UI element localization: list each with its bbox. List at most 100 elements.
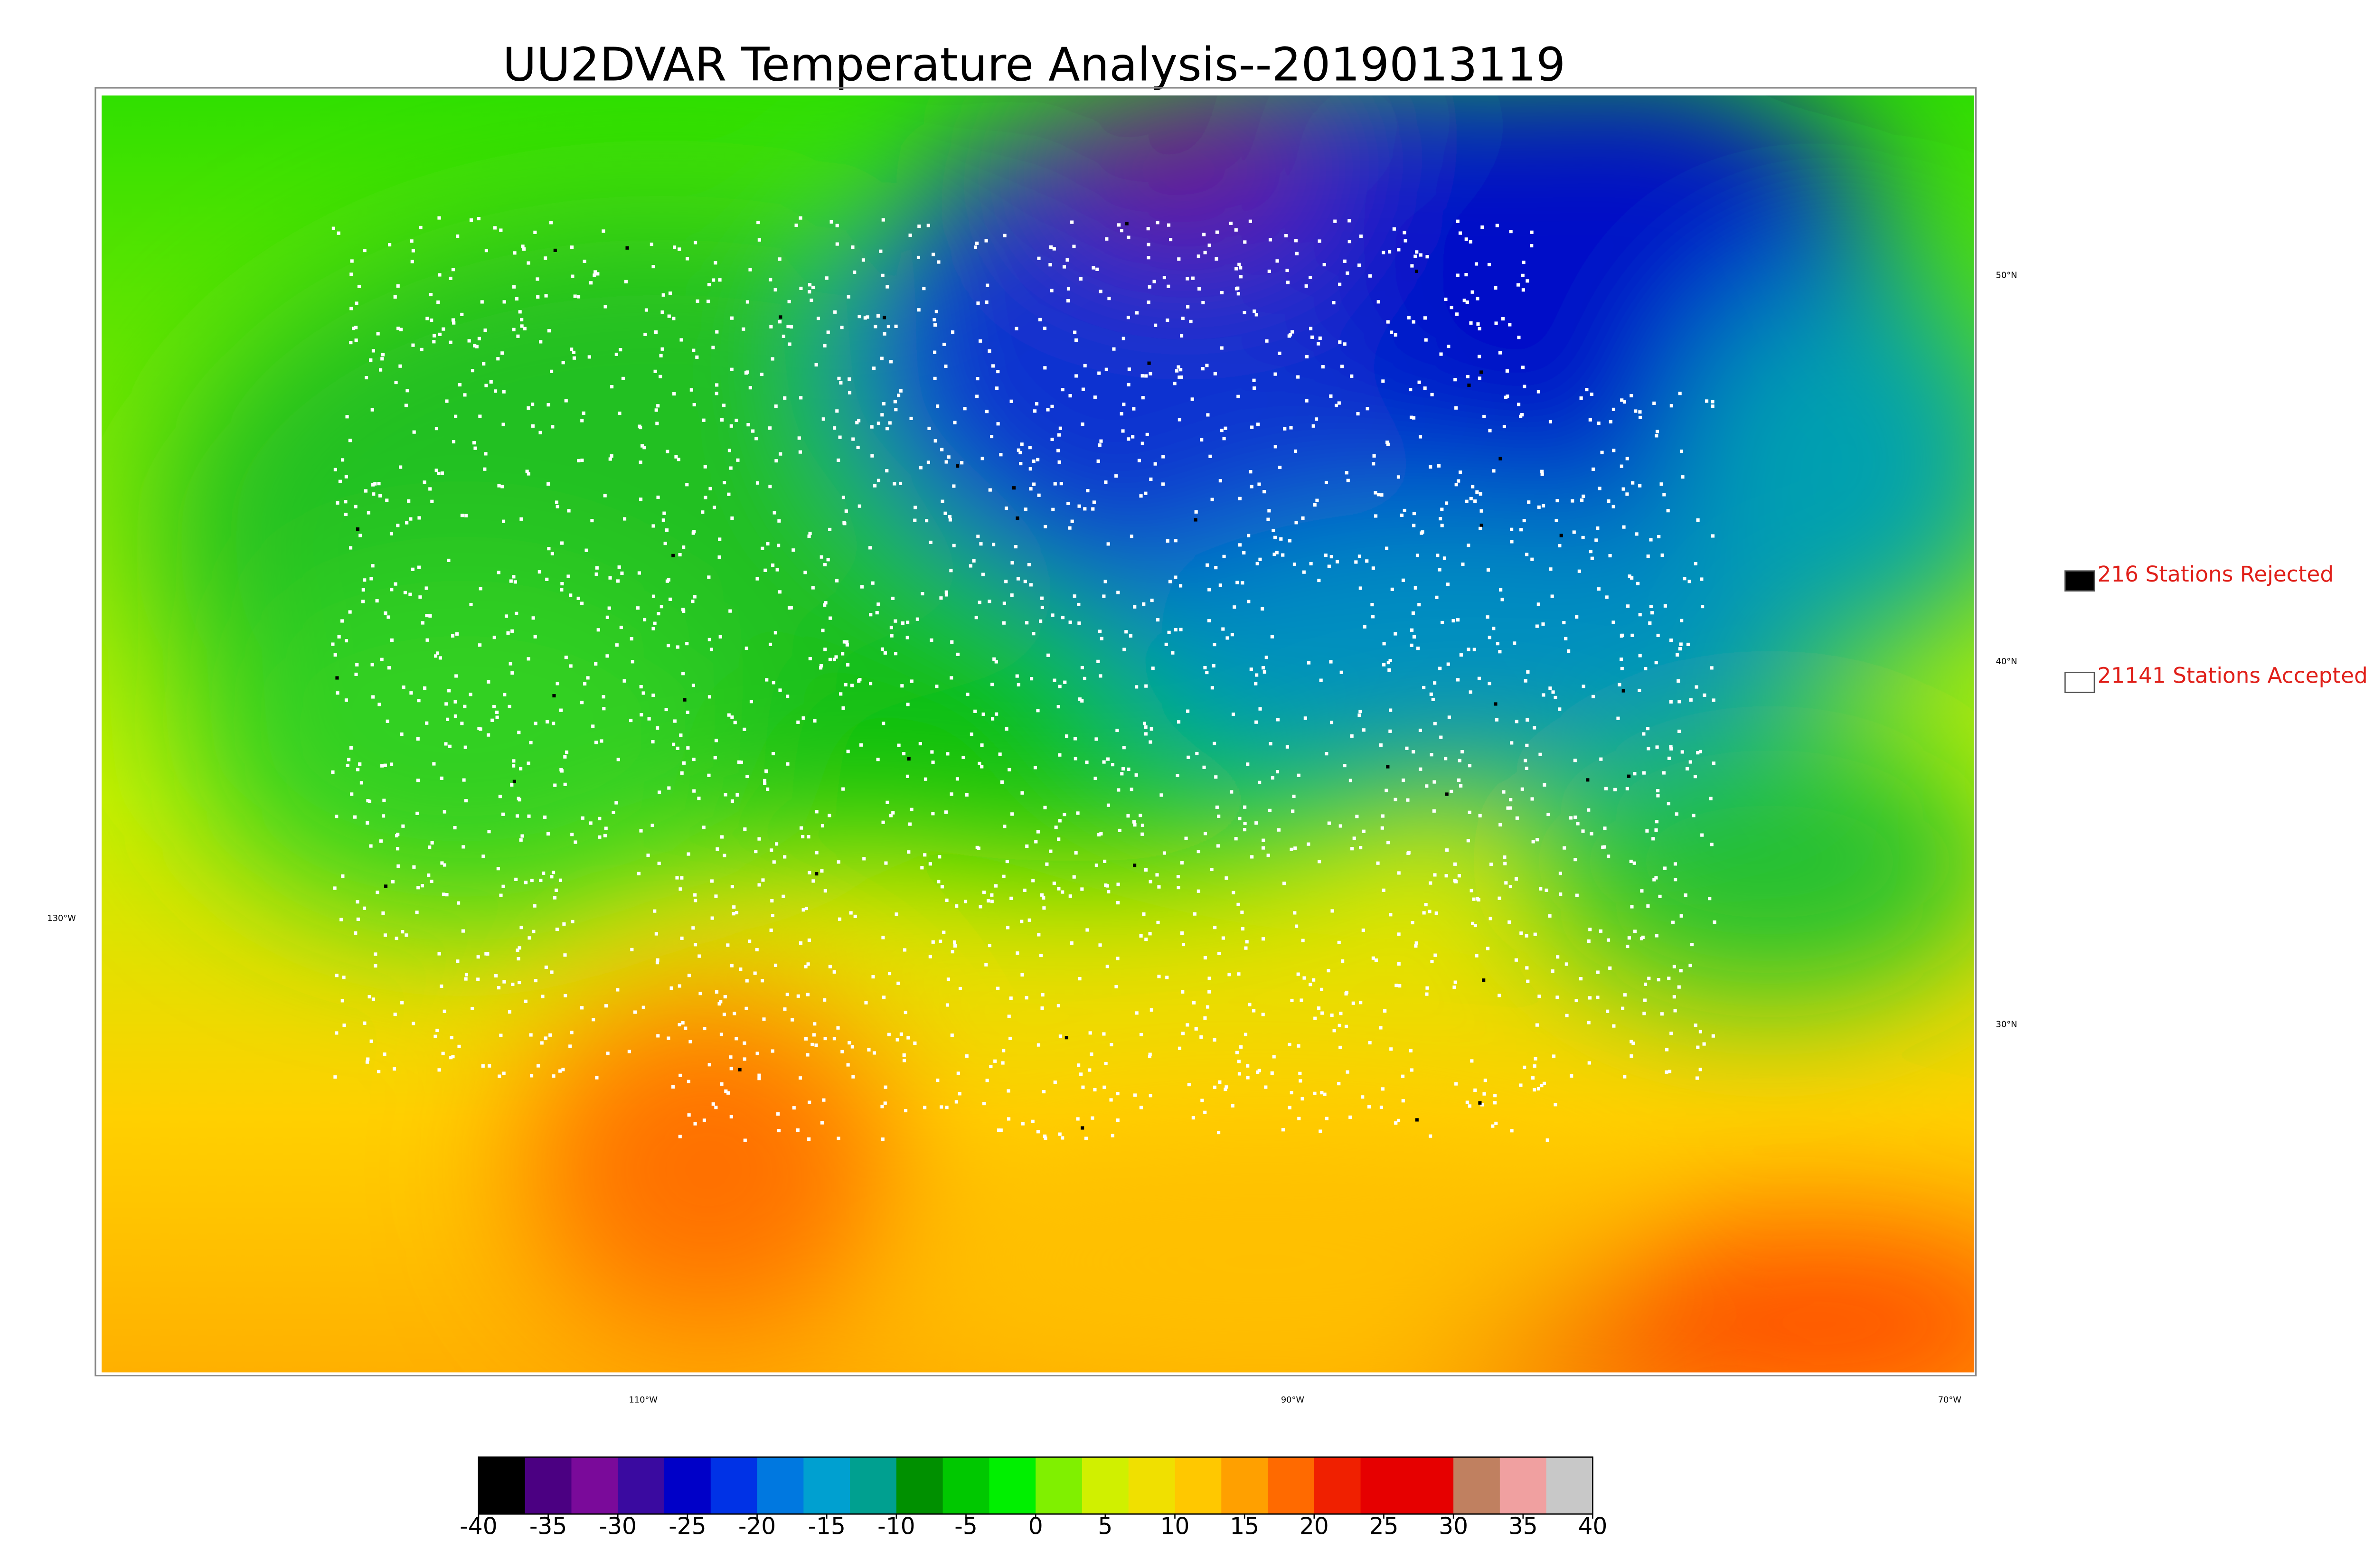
station [1267,269,1271,273]
station [354,672,358,676]
station [350,792,354,796]
station [786,325,790,329]
station [1324,554,1328,557]
station [1139,814,1142,817]
station [1031,879,1035,883]
station [1043,1134,1047,1138]
station [1558,872,1563,875]
station [779,315,782,319]
station [646,854,650,857]
station [1116,1118,1120,1122]
station [949,569,953,573]
colorbar-segment [525,1457,573,1514]
station [1058,1132,1062,1136]
station [443,1009,446,1013]
station [950,640,954,644]
station [1379,743,1383,747]
station [1300,1097,1304,1101]
station [1679,449,1684,453]
station [1579,977,1583,981]
station [945,1106,949,1109]
station [787,606,791,610]
station [452,321,456,325]
station [935,685,939,688]
station [374,964,377,968]
station [1562,620,1566,625]
station [923,777,928,781]
station [714,894,718,898]
station [1023,580,1027,583]
station [1688,964,1692,967]
station [1444,874,1448,878]
station [844,683,848,686]
station [1161,482,1165,486]
station [428,614,432,618]
station [672,392,676,396]
station [1608,554,1612,558]
station [1539,887,1543,891]
station [726,943,730,947]
station [735,1037,738,1041]
station [471,369,474,373]
station [1238,543,1242,547]
station [1371,566,1375,570]
station [349,307,353,310]
station [1318,239,1321,243]
station [1679,914,1683,918]
station [1414,269,1419,273]
station [603,305,607,309]
station [630,948,634,951]
station [1548,914,1552,918]
colorbar-segment [1128,1457,1176,1514]
station [1374,491,1377,495]
station [1221,627,1225,631]
station [1320,1091,1324,1095]
station [497,571,500,574]
station [979,339,982,343]
station [1679,969,1683,973]
station [1144,938,1148,941]
station [876,602,880,606]
station [1611,407,1615,411]
station [1027,563,1031,567]
station [630,637,633,641]
station [396,284,400,288]
station [920,866,924,870]
station [1636,582,1640,585]
station [1024,507,1027,511]
station [1425,784,1429,788]
station [1630,905,1634,909]
station [515,611,518,615]
station [714,261,717,265]
station [678,1073,682,1077]
station [889,626,893,629]
station [944,593,949,597]
station [594,270,597,274]
station [1261,607,1264,611]
station [1232,891,1235,894]
station [823,344,827,347]
station [997,1128,1001,1132]
station [637,872,641,875]
station [1080,887,1084,891]
station [1473,923,1477,928]
station [1662,771,1666,775]
station [513,580,517,584]
station [906,703,910,706]
station [1688,760,1692,764]
station [1606,938,1611,942]
station [650,823,654,827]
station [1127,767,1130,771]
station [1679,642,1683,646]
station [619,348,622,352]
station [425,638,429,642]
station [1154,323,1158,327]
station [727,713,731,717]
station [1382,642,1386,646]
station [1526,979,1530,983]
station [1282,882,1286,885]
station [545,577,549,581]
station [1684,893,1687,897]
station [1017,683,1020,686]
